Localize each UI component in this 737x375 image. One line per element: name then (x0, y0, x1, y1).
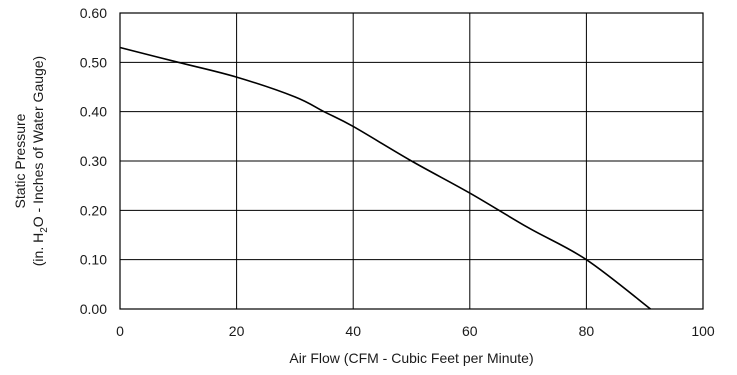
y-axis-label: Static Pressure (in. H2O - Inches of Wat… (12, 56, 50, 266)
y-axis-label-subscript: 2 (39, 227, 50, 233)
y-tick-label: 0.30 (80, 153, 107, 169)
x-tick-label: 20 (229, 323, 245, 339)
x-tick-label: 60 (462, 323, 478, 339)
y-tick-label: 0.40 (80, 104, 107, 120)
y-axis-label-suffix: O - Inches of Water Gauge) (30, 56, 46, 227)
x-tick-label: 0 (116, 323, 124, 339)
y-tick-label: 0.20 (80, 202, 107, 218)
y-tick-label: 0.50 (80, 54, 107, 70)
y-axis-label-line2: (in. H2O - Inches of Water Gauge) (30, 56, 50, 266)
y-tick-label: 0.60 (80, 5, 107, 21)
y-tick-label: 0.10 (80, 252, 107, 268)
y-axis-label-prefix: (in. H (30, 233, 46, 266)
series-layer (119, 46, 652, 310)
series-line (119, 46, 652, 310)
x-tick-label: 100 (691, 323, 715, 339)
y-axis-label-line1: Static Pressure (12, 113, 28, 208)
y-tick-labels: 0.00 0.10 0.20 0.30 0.40 0.50 0.60 (80, 5, 107, 317)
x-tick-label: 40 (345, 323, 361, 339)
x-tick-label: 80 (579, 323, 595, 339)
y-tick-label: 0.00 (80, 301, 107, 317)
plot-frame (119, 12, 704, 310)
x-axis-label: Air Flow (CFM - Cubic Feet per Minute) (289, 350, 533, 366)
x-tick-labels: 0 20 40 60 80 100 (116, 323, 715, 339)
